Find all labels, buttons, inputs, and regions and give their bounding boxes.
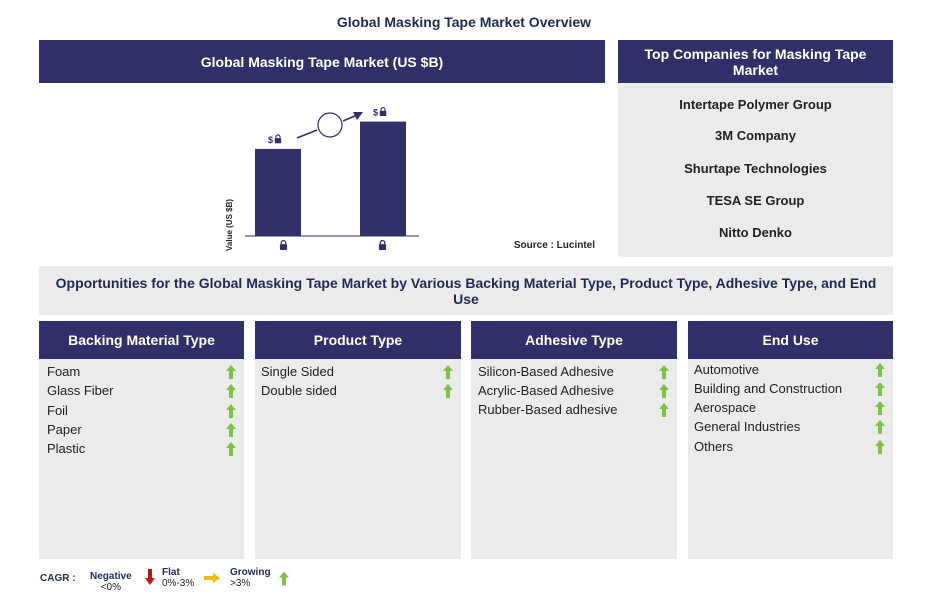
segment-item: Foil [47, 401, 236, 420]
market-chart: Value (US $B) $ $ Source : Lucintel [225, 107, 595, 251]
up-arrow-icon [875, 400, 885, 415]
lock-icon [379, 107, 387, 117]
growth-arrow [296, 129, 318, 139]
legend-flat: Flat 0%-3% [162, 567, 195, 589]
segment-column-product: Product Type Single Sided Double sided [255, 321, 461, 559]
up-arrow-icon [875, 381, 885, 396]
y-axis-label: Value (US $B) [225, 199, 234, 251]
company-item: TESA SE Group [706, 193, 805, 208]
up-arrow-icon [659, 383, 669, 398]
segment-header: Adhesive Type [471, 321, 677, 359]
up-arrow-icon [875, 362, 885, 377]
segment-header: Product Type [255, 321, 461, 359]
opportunities-title: Opportunities for the Global Masking Tap… [55, 274, 877, 307]
segment-list: Silicon-Based Adhesive Acrylic-Based Adh… [471, 359, 677, 559]
up-arrow-icon [279, 571, 289, 586]
segment-column-enduse: End Use Automotive Building and Construc… [688, 321, 893, 559]
legend-negative: Negative <0% [90, 571, 132, 593]
page-title: Global Masking Tape Market Overview [336, 14, 592, 30]
up-arrow-icon [443, 383, 453, 398]
segment-header: End Use [688, 321, 893, 359]
legend-growing: Growing >3% [230, 567, 271, 589]
segment-column-backing: Backing Material Type Foam Glass Fiber F… [39, 321, 244, 559]
market-panel-title: Global Masking Tape Market (US $B) [200, 53, 444, 70]
cagr-circle [317, 112, 343, 138]
svg-text:$: $ [373, 108, 378, 118]
lock-icon [279, 239, 288, 251]
segment-item: Automotive [694, 360, 885, 379]
svg-text:$: $ [268, 135, 273, 145]
source-label: Source : Lucintel [514, 240, 595, 251]
up-arrow-icon [226, 441, 236, 456]
up-arrow-icon [226, 383, 236, 398]
segment-item: Acrylic-Based Adhesive [478, 381, 669, 400]
companies-panel-header: Top Companies for Masking Tape Market [618, 40, 893, 83]
lock-icon [274, 134, 282, 144]
up-arrow-icon [659, 364, 669, 379]
segment-item: Silicon-Based Adhesive [478, 362, 669, 381]
segment-header: Backing Material Type [39, 321, 244, 359]
bar-1 [255, 148, 301, 236]
bar-2 [360, 121, 406, 236]
down-arrow-icon [145, 569, 155, 585]
company-item: Intertape Polymer Group [679, 97, 832, 112]
growth-arrow-head-line [342, 114, 358, 122]
segment-item: Foam [47, 362, 236, 381]
segment-list: Foam Glass Fiber Foil Paper Plastic [39, 359, 244, 559]
segment-item: Double sided [261, 381, 453, 400]
company-item: 3M Company [715, 128, 796, 143]
arrow-head-icon [353, 112, 363, 120]
companies-list: Intertape Polymer Group 3M Company Shurt… [618, 83, 893, 257]
segment-item: Paper [47, 420, 236, 439]
segment-item: Aerospace [694, 398, 885, 417]
segment-item: Rubber-Based adhesive [478, 400, 669, 419]
up-arrow-icon [875, 419, 885, 434]
legend-label: CAGR : [40, 573, 76, 584]
up-arrow-icon [226, 422, 236, 437]
up-arrow-icon [226, 403, 236, 418]
right-arrow-icon [204, 573, 220, 583]
up-arrow-icon [226, 364, 236, 379]
segment-list: Automotive Building and Construction Aer… [688, 359, 893, 559]
segment-item: Glass Fiber [47, 381, 236, 400]
up-arrow-icon [875, 439, 885, 454]
bar-2-value-label: $ [373, 107, 387, 118]
segment-list: Single Sided Double sided [255, 359, 461, 559]
company-item: Shurtape Technologies [684, 161, 827, 176]
segment-item: Others [694, 437, 885, 456]
companies-panel-title: Top Companies for Masking Tape Market [644, 45, 867, 78]
opportunities-banner: Opportunities for the Global Masking Tap… [39, 266, 893, 315]
company-item: Nitto Denko [719, 225, 792, 240]
up-arrow-icon [443, 364, 453, 379]
segment-item: Plastic [47, 439, 236, 458]
segment-item: General Industries [694, 417, 885, 436]
up-arrow-icon [659, 402, 669, 417]
bar-1-value-label: $ [268, 134, 282, 145]
market-panel-header: Global Masking Tape Market (US $B) [39, 40, 605, 83]
segment-column-adhesive: Adhesive Type Silicon-Based Adhesive Acr… [471, 321, 677, 559]
lock-icon [378, 239, 387, 251]
segment-item: Single Sided [261, 362, 453, 381]
segment-item: Building and Construction [694, 379, 885, 398]
